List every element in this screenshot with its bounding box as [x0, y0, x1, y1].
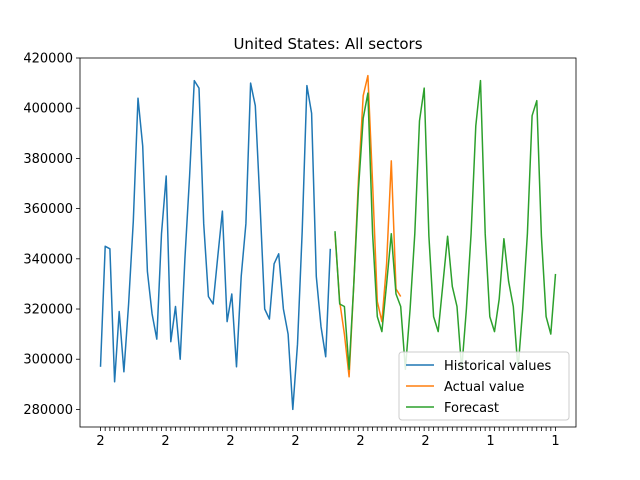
- x-tick-label: 1: [551, 434, 559, 449]
- y-tick-label: 400000: [23, 102, 73, 117]
- legend: Historical values Actual value Forecast: [398, 351, 570, 421]
- x-tick-label: 2: [226, 434, 234, 449]
- legend-label: Actual value: [444, 380, 524, 395]
- axes-frame: [79, 57, 577, 428]
- y-tick-label: 420000: [23, 52, 73, 67]
- y-tick-label: 340000: [23, 252, 73, 267]
- x-tick-label: 2: [291, 434, 299, 449]
- legend-box: [398, 351, 570, 421]
- series-line-historical-values: [99, 79, 332, 411]
- x-tick-label: 1: [486, 434, 494, 449]
- y-tick-label: 300000: [23, 353, 73, 368]
- x-tick-label: 2: [356, 434, 364, 449]
- x-tick-label: 2: [421, 434, 429, 449]
- x-tick-label: 2: [96, 434, 104, 449]
- y-tick-label: 280000: [23, 403, 73, 418]
- legend-label: Forecast: [444, 401, 499, 416]
- y-tick-label: 320000: [23, 303, 73, 318]
- series-line-actual-value: [334, 74, 402, 378]
- x-tick-label: 2: [161, 434, 169, 449]
- chart-title: United States: All sectors: [233, 35, 422, 53]
- y-tick-label: 360000: [23, 202, 73, 217]
- legend-label: Historical values: [444, 359, 552, 374]
- plot-area: 280000 300000 320000 340000 360000 380000 4000…: [23, 52, 577, 449]
- y-tick-label: 380000: [23, 152, 73, 167]
